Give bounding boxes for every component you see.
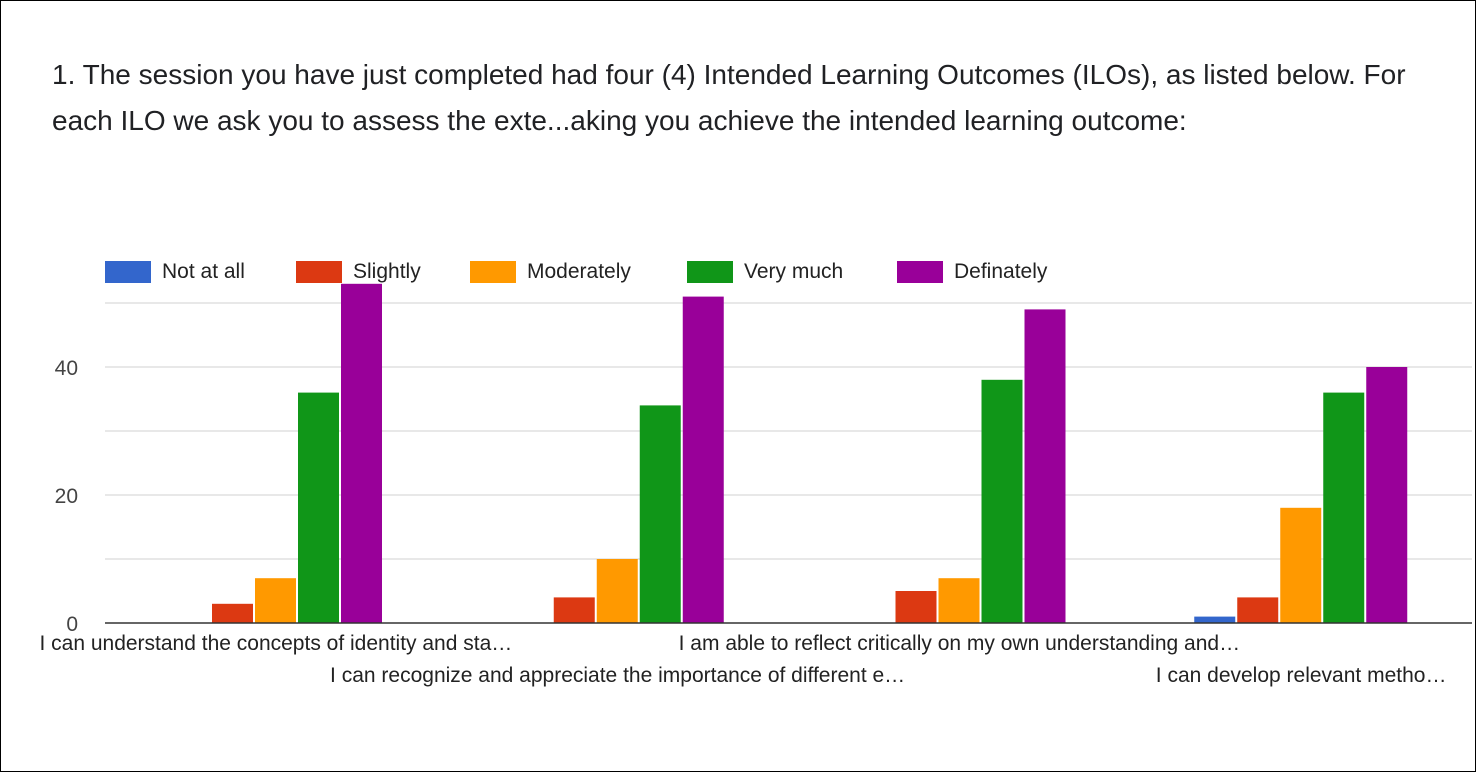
category-label-1: I can understand the concepts of identit… [39,632,512,655]
bar-very-much-cat-2[interactable] [639,405,681,623]
legend-label: Moderately [527,260,631,283]
bar-definately-cat-2[interactable] [682,296,724,623]
bar-very-much-cat-3[interactable] [981,379,1023,623]
category-label-2: I can recognize and appreciate the impor… [330,664,905,687]
bar-very-much-cat-1[interactable] [298,392,339,623]
y-tick-label-0: 0 [66,613,78,636]
bar-slightly-cat-3[interactable] [895,591,937,623]
legend-swatch [296,261,342,283]
bar-slightly-cat-4[interactable] [1237,597,1279,623]
bars [212,283,1408,623]
y-tick-label-40: 40 [55,357,78,380]
bar-definately-cat-1[interactable] [341,283,382,623]
category-label-4: I can develop relevant metho… [1156,664,1447,687]
bar-very-much-cat-4[interactable] [1323,392,1365,623]
legend-swatch [105,261,151,283]
legend-swatch [897,261,943,283]
legend-label: Not at all [162,260,245,283]
legend-swatch [687,261,733,283]
category-label-3: I am able to reflect critically on my ow… [679,632,1240,655]
axis-labels: 0 20 40 I can understand the concepts of id… [39,357,1446,687]
question-title: 1. The session you have just completed h… [52,59,1406,136]
legend-label: Very much [744,260,844,283]
bar-not-at-all-cat-4[interactable] [1194,616,1236,623]
y-tick-label-20: 20 [55,485,78,508]
bar-definately-cat-3[interactable] [1024,309,1066,623]
bar-moderately-cat-4[interactable] [1280,507,1322,623]
bar-slightly-cat-1[interactable] [212,603,253,623]
bar-moderately-cat-3[interactable] [938,578,980,623]
bar-definately-cat-4[interactable] [1366,367,1408,623]
bar-slightly-cat-2[interactable] [553,597,595,623]
legend-label: Slightly [353,260,421,283]
bar-moderately-cat-2[interactable] [596,559,638,623]
bar-moderately-cat-1[interactable] [255,578,296,623]
legend-swatch [470,261,516,283]
legend-label: Definately [954,260,1048,283]
